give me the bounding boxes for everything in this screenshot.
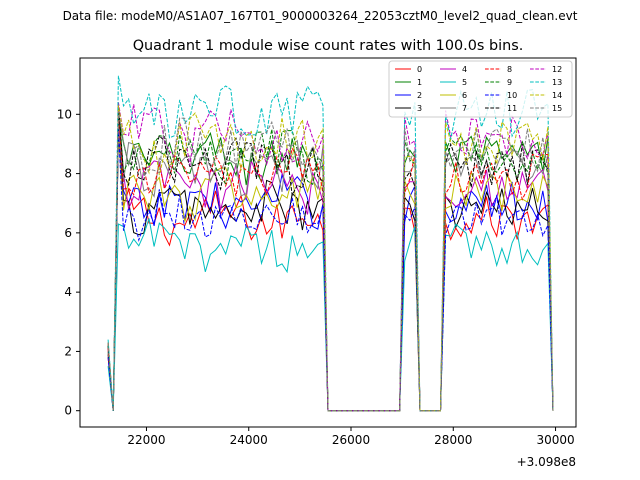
legend-label-9: 9 bbox=[507, 78, 512, 87]
legend-label-5: 5 bbox=[462, 78, 467, 87]
axes-frame bbox=[79, 57, 577, 428]
legend-label-4: 4 bbox=[462, 65, 467, 74]
legend-label-15: 15 bbox=[552, 104, 562, 113]
x-tick-label-28000: 28000 bbox=[434, 433, 472, 447]
y-tick-label-6: 6 bbox=[64, 226, 72, 240]
series-layer bbox=[107, 75, 554, 412]
legend-label-13: 13 bbox=[552, 78, 562, 87]
y-tick-label-10: 10 bbox=[57, 107, 72, 121]
series-line-12 bbox=[107, 102, 554, 412]
legend-label-7: 7 bbox=[462, 104, 467, 113]
x-tick-label-24000: 24000 bbox=[230, 433, 268, 447]
legend-label-1: 1 bbox=[417, 78, 422, 87]
x-offset-label: +3.098e8 bbox=[517, 455, 576, 469]
x-tick-label-26000: 26000 bbox=[332, 433, 370, 447]
series-line-10 bbox=[107, 129, 554, 412]
legend-label-10: 10 bbox=[507, 91, 517, 100]
legend-label-8: 8 bbox=[507, 65, 512, 74]
legend-label-14: 14 bbox=[552, 91, 562, 100]
x-axis: 22000 24000 26000 28000 30000 bbox=[127, 427, 575, 447]
x-tick-label-30000: 30000 bbox=[536, 433, 574, 447]
series-line-15 bbox=[107, 111, 554, 412]
legend-label-12: 12 bbox=[552, 65, 562, 74]
y-tick-label-2: 2 bbox=[64, 344, 72, 358]
legend-label-3: 3 bbox=[417, 104, 422, 113]
y-tick-label-4: 4 bbox=[64, 285, 72, 299]
x-tick-label-22000: 22000 bbox=[127, 433, 165, 447]
y-tick-label-8: 8 bbox=[64, 167, 72, 181]
legend-label-2: 2 bbox=[417, 91, 422, 100]
legend-label-11: 11 bbox=[507, 104, 517, 113]
y-axis: 0 2 4 6 8 10 bbox=[57, 107, 80, 418]
legend-frame bbox=[388, 60, 573, 118]
y-tick-label-0: 0 bbox=[64, 404, 72, 418]
legend-label-6: 6 bbox=[462, 91, 467, 100]
chart-title: Quadrant 1 module wise count rates with … bbox=[133, 38, 524, 54]
suptitle: Data file: modeM0/AS1A07_167T01_90000032… bbox=[63, 9, 578, 23]
legend-label-0: 0 bbox=[417, 65, 422, 74]
